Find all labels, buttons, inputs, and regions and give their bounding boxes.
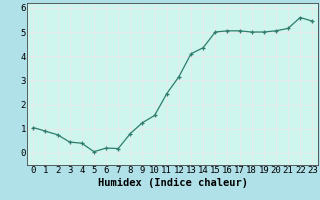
- X-axis label: Humidex (Indice chaleur): Humidex (Indice chaleur): [98, 178, 248, 188]
